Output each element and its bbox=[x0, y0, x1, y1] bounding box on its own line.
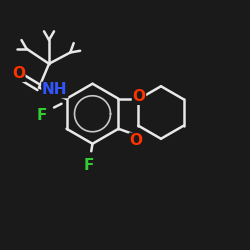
Text: O: O bbox=[12, 66, 25, 81]
Text: F: F bbox=[84, 158, 94, 173]
Text: NH: NH bbox=[42, 82, 68, 98]
Text: O: O bbox=[132, 89, 145, 104]
Text: F: F bbox=[36, 108, 47, 122]
Text: O: O bbox=[130, 133, 142, 148]
